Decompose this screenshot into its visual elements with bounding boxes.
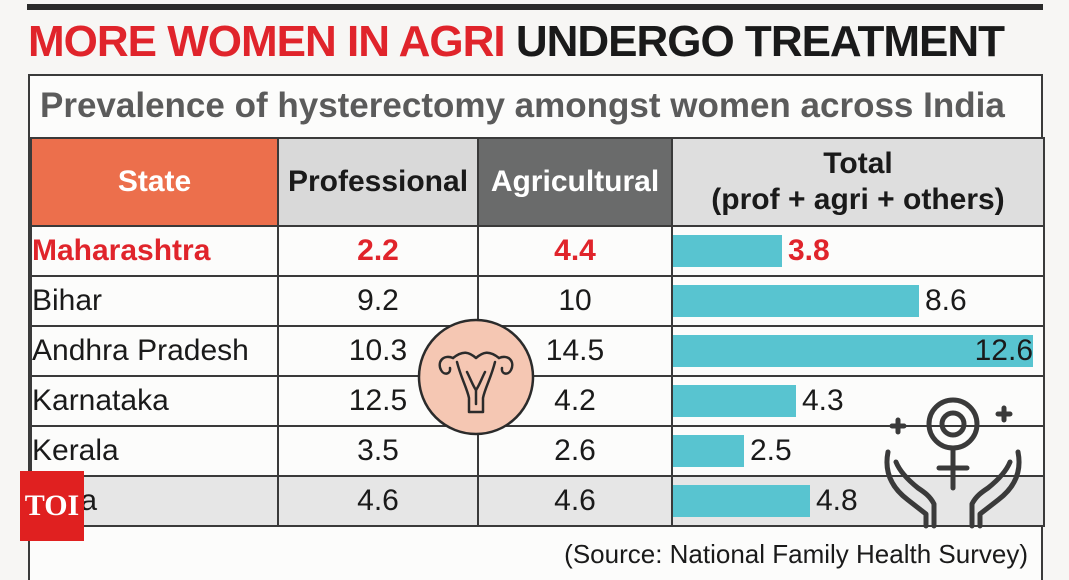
total-header-line1: Total	[823, 147, 893, 180]
headline-red: MORE WOMEN IN AGRI	[28, 17, 506, 66]
professional-column-header: Professional	[277, 137, 479, 227]
total-bar	[673, 335, 1033, 367]
agricultural-cell: 14.5	[477, 325, 673, 377]
data-table: State Professional Agricultural Total (pr…	[30, 137, 1045, 527]
total-value-label: 12.6	[974, 334, 1033, 367]
total-value-label: 8.6	[925, 284, 967, 317]
headline: MORE WOMEN IN AGRI UNDERGO TREATMENT	[28, 14, 1043, 70]
header-row: State Professional Agricultural Total (pr…	[30, 137, 1045, 227]
professional-cell: 4.6	[277, 475, 479, 527]
total-value-label: 2.5	[750, 434, 792, 467]
table-row: Bihar 9.2 10 8.6	[30, 275, 1045, 327]
state-cell: Maharashtra	[30, 225, 279, 277]
source-note: (Source: National Family Health Survey)	[564, 539, 1028, 569]
women-care-icon	[884, 397, 1022, 529]
table-row: Kerala 3.5 2.6 2.5	[30, 425, 1045, 477]
agricultural-cell: 4.6	[477, 475, 673, 527]
total-cell: 4.8	[671, 475, 1045, 527]
agricultural-cell: 2.6	[477, 425, 673, 477]
total-bar	[673, 385, 796, 417]
total-cell: 4.3	[671, 375, 1045, 427]
total-header-line2: (prof + agri + others)	[711, 183, 1005, 216]
agricultural-column-header: Agricultural	[477, 137, 673, 227]
total-cell: 3.8	[671, 225, 1045, 277]
total-bar	[673, 485, 810, 517]
total-column-header: Total (prof + agri + others)	[671, 137, 1045, 227]
total-value-label: 3.8	[788, 234, 830, 267]
total-cell: 8.6	[671, 275, 1045, 327]
total-bar	[673, 435, 744, 467]
professional-cell: 2.2	[277, 225, 479, 277]
total-value-label: 4.3	[802, 384, 844, 417]
total-cell: 2.5	[671, 425, 1045, 477]
state-cell: Kerala	[30, 425, 279, 477]
professional-cell: 3.5	[277, 425, 479, 477]
toi-logo: TOI	[20, 471, 84, 541]
table-body: Maharashtra 2.2 4.4 3.8 Bihar 9.2 10 8.6 Andhra …	[30, 225, 1045, 527]
table-row: Maharashtra 2.2 4.4 3.8	[30, 225, 1045, 277]
agricultural-cell: 4.4	[477, 225, 673, 277]
agricultural-cell: 10	[477, 275, 673, 327]
uterus-icon	[417, 318, 535, 436]
total-bar	[673, 285, 919, 317]
professional-cell: 9.2	[277, 275, 479, 327]
top-rule	[27, 4, 1043, 10]
state-cell: Bihar	[30, 275, 279, 327]
table-row: Andhra Pradesh 10.3 14.5 12.6	[30, 325, 1045, 377]
state-column-header: State	[30, 137, 279, 227]
total-value-label: 4.8	[816, 484, 858, 517]
headline-black: UNDERGO TREATMENT	[515, 17, 1005, 66]
state-cell: Karnataka	[30, 375, 279, 427]
state-cell: Andhra Pradesh	[30, 325, 279, 377]
subtitle: Prevalence of hysterectomy amongst women…	[40, 86, 1005, 125]
total-cell: 12.6	[671, 325, 1045, 377]
total-bar	[673, 235, 782, 267]
